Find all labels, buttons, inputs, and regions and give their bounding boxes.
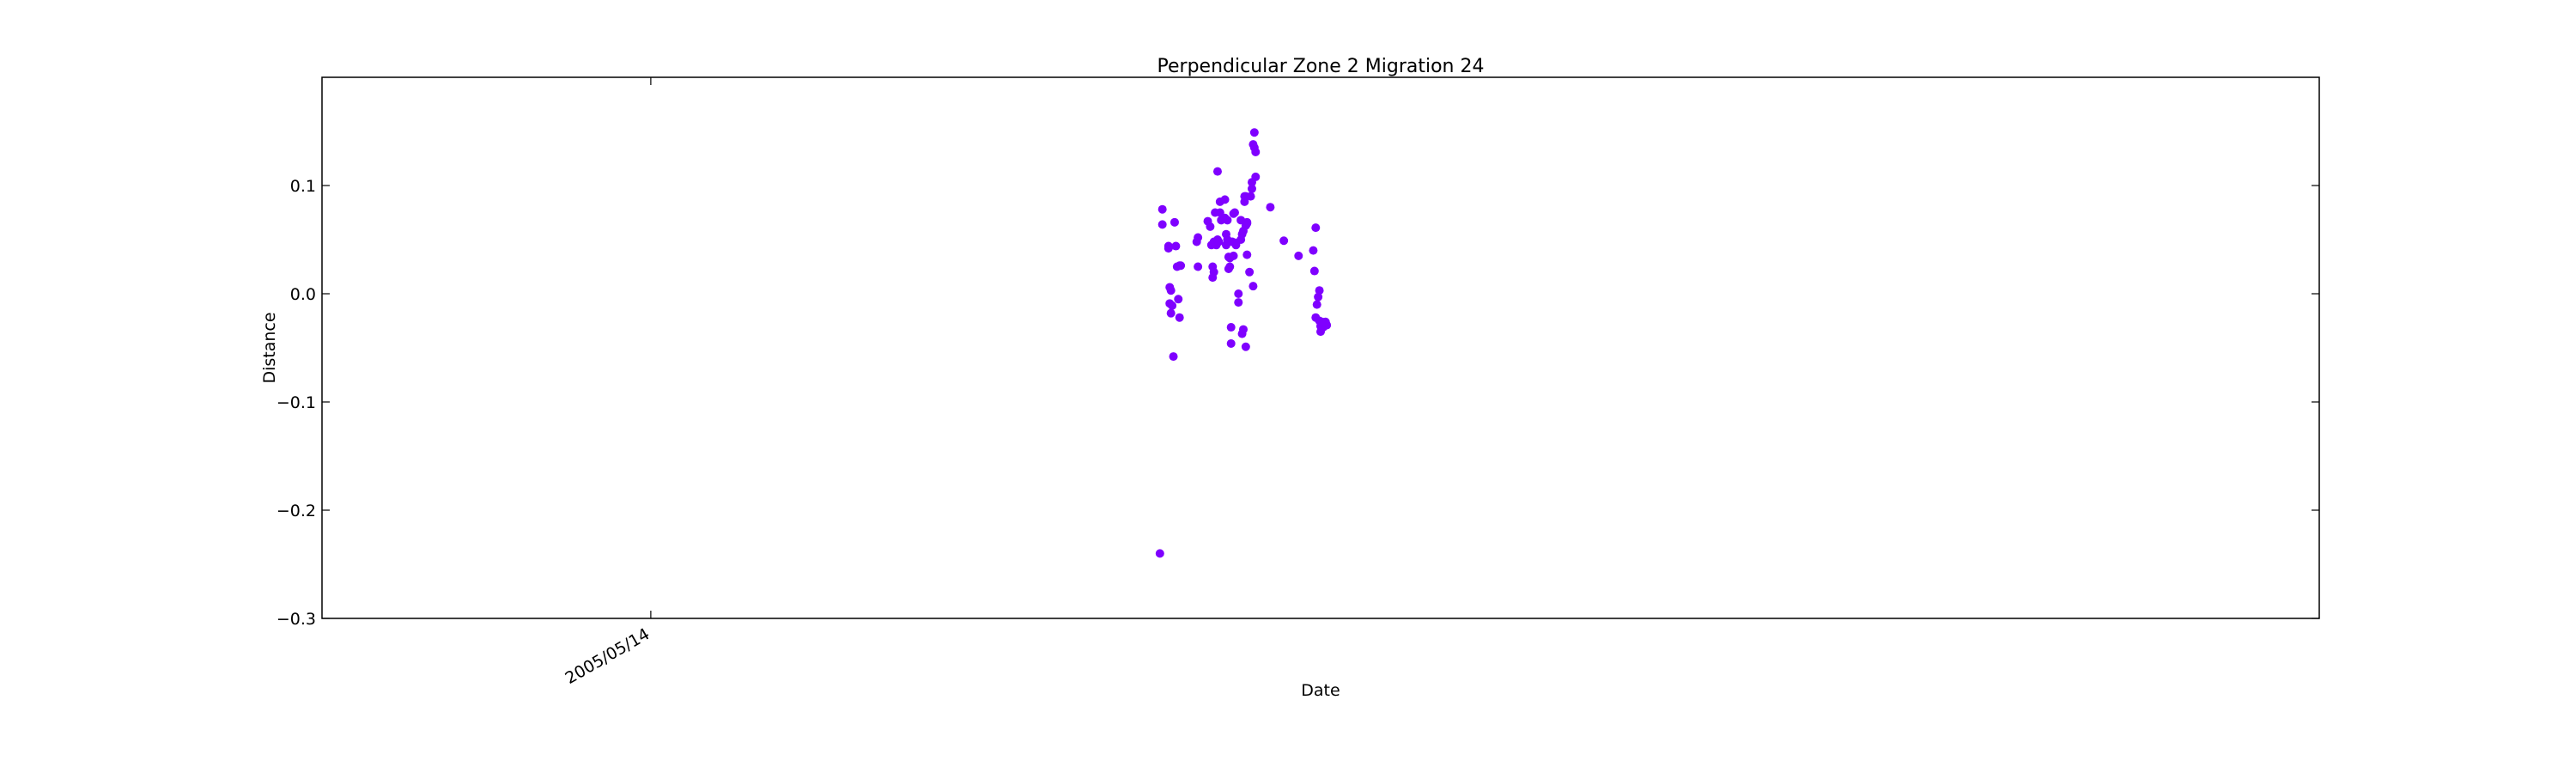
data-point [1309, 266, 1319, 276]
data-point [1226, 323, 1236, 332]
data-point [1166, 286, 1176, 295]
data-point [1234, 289, 1243, 298]
data-point [1157, 204, 1167, 214]
data-point [1294, 251, 1303, 260]
data-point [1206, 222, 1215, 231]
plot-area-frame [321, 76, 2320, 619]
data-point [1279, 236, 1289, 246]
data-point [1175, 313, 1184, 322]
data-point [1230, 208, 1239, 217]
data-point [1249, 282, 1258, 291]
data-point [1174, 295, 1183, 304]
data-point [1247, 184, 1256, 193]
x-axis-label: Date [1301, 681, 1340, 700]
data-point [1249, 128, 1259, 137]
y-axis-label: Distance [260, 312, 279, 383]
chart-title: Perpendicular Zone 2 Migration 24 [1157, 56, 1485, 77]
data-point [1163, 244, 1173, 253]
y-tick-label: 0.0 [290, 285, 316, 304]
data-point [1242, 217, 1252, 227]
data-point [1245, 267, 1255, 277]
data-point [1171, 241, 1181, 251]
data-point [1251, 172, 1261, 181]
data-point [1229, 251, 1238, 260]
y-axis: −0.3 −0.2 −0.1 0.0 0.1 [276, 177, 2319, 629]
data-point [1238, 325, 1248, 334]
data-point [1176, 261, 1186, 271]
data-point [1166, 308, 1176, 318]
data-point [1169, 352, 1178, 362]
data-point [1194, 262, 1203, 271]
x-tick-label: 2005/05/14 [562, 624, 653, 688]
data-point [1309, 246, 1318, 255]
data-point [1157, 220, 1167, 229]
data-point [1226, 338, 1236, 348]
data-point [1311, 223, 1321, 233]
data-point [1155, 549, 1164, 558]
y-tick-label: −0.2 [276, 502, 316, 520]
y-tick-label: −0.3 [276, 610, 316, 629]
data-point [1266, 203, 1275, 212]
data-point [1234, 298, 1243, 307]
data-point [1225, 262, 1235, 271]
y-tick-label: 0.1 [290, 177, 316, 196]
data-point [1314, 292, 1323, 301]
data-point [1209, 267, 1218, 277]
data-point [1214, 237, 1224, 247]
data-point [1194, 233, 1203, 242]
data-point [1315, 286, 1324, 295]
data-points [1155, 128, 1332, 558]
data-point [1251, 147, 1261, 156]
data-point [1241, 342, 1250, 351]
x-axis: 2005/05/14 [562, 77, 653, 688]
data-point [1223, 216, 1232, 225]
data-point [1212, 167, 1222, 176]
data-point [1322, 320, 1332, 330]
data-point [1170, 217, 1179, 227]
data-point [1242, 250, 1252, 259]
data-point [1168, 301, 1177, 310]
data-point [1246, 192, 1255, 201]
data-point [1220, 195, 1230, 204]
y-tick-label: −0.1 [276, 393, 316, 412]
data-point [1312, 300, 1321, 309]
